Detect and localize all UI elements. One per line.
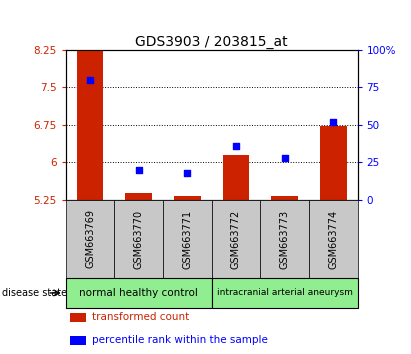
- Text: transformed count: transformed count: [92, 312, 190, 322]
- Text: percentile rank within the sample: percentile rank within the sample: [92, 335, 268, 346]
- Text: intracranial arterial aneurysm: intracranial arterial aneurysm: [217, 289, 353, 297]
- Bar: [174, 196, 201, 200]
- Point: [233, 143, 239, 149]
- Point: [281, 155, 288, 161]
- Text: disease state: disease state: [2, 288, 67, 298]
- Title: GDS3903 / 203815_at: GDS3903 / 203815_at: [135, 35, 288, 48]
- Text: GSM663769: GSM663769: [85, 210, 95, 268]
- Point: [184, 170, 191, 176]
- Text: GSM663771: GSM663771: [182, 209, 192, 269]
- Bar: [77, 31, 104, 200]
- Point: [330, 119, 337, 125]
- Bar: [125, 194, 152, 200]
- Point: [136, 167, 142, 173]
- Text: normal healthy control: normal healthy control: [79, 288, 198, 298]
- Bar: [223, 155, 249, 200]
- Point: [87, 77, 93, 82]
- Text: GSM663772: GSM663772: [231, 209, 241, 269]
- Text: GSM663774: GSM663774: [328, 209, 338, 269]
- Text: GSM663770: GSM663770: [134, 209, 144, 269]
- Bar: [271, 196, 298, 200]
- Bar: [320, 126, 346, 200]
- Text: GSM663773: GSM663773: [279, 209, 290, 269]
